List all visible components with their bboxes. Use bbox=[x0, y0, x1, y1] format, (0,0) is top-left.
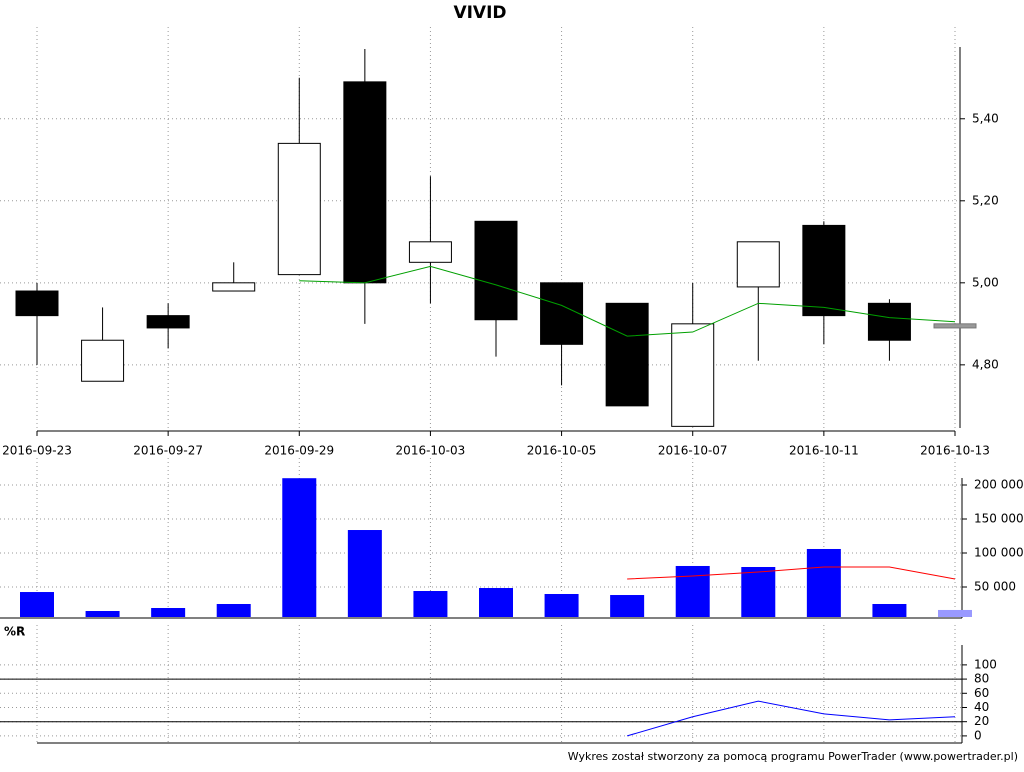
volume-bar bbox=[151, 608, 186, 617]
volume-bar bbox=[741, 567, 776, 617]
candle-body bbox=[212, 282, 256, 292]
candle-body bbox=[867, 302, 911, 341]
moving-average bbox=[299, 265, 956, 337]
footer: Wykres został stworzony za pomocą progra… bbox=[568, 750, 1018, 763]
volume-bar bbox=[216, 603, 251, 617]
candle-body bbox=[15, 290, 59, 317]
y-tick-label: 5,00 bbox=[972, 275, 999, 289]
y-tick-label: 0 bbox=[974, 728, 982, 742]
x-tick-label: 2016-10-05 bbox=[527, 444, 597, 458]
volume-average bbox=[627, 566, 956, 580]
x-tick-label: 2016-09-23 bbox=[2, 444, 72, 458]
volume-bar bbox=[20, 592, 54, 617]
y-tick-label: 100 000 bbox=[974, 545, 1024, 559]
y-tick-label: 20 bbox=[974, 714, 989, 728]
x-tick-label: 2016-09-29 bbox=[264, 444, 334, 458]
chart-title: VIVID bbox=[453, 3, 506, 23]
x-tick-label: 2016-10-07 bbox=[658, 444, 728, 458]
candle-body bbox=[81, 339, 125, 382]
candle-body bbox=[343, 81, 387, 284]
panel-title: %R bbox=[4, 625, 25, 639]
candle-body bbox=[408, 241, 452, 263]
candle-body bbox=[605, 302, 649, 407]
y-tick-label: 5,20 bbox=[972, 193, 999, 207]
y-tick-label: 40 bbox=[974, 700, 989, 714]
candle-body bbox=[146, 315, 190, 329]
candle-body bbox=[474, 220, 518, 321]
x-tick-label: 2016-10-11 bbox=[789, 444, 859, 458]
candle-body bbox=[671, 323, 715, 427]
y-tick-label: 5,40 bbox=[972, 111, 999, 125]
volume-bar bbox=[872, 603, 907, 617]
y-tick-label: 150 000 bbox=[974, 512, 1024, 526]
y-tick-label: 4,80 bbox=[972, 357, 999, 371]
volume-bar bbox=[347, 530, 382, 617]
y-tick-label: 50 000 bbox=[974, 579, 1016, 593]
volume-bar bbox=[938, 609, 972, 617]
indicator-line bbox=[627, 700, 956, 737]
candle-body bbox=[802, 224, 846, 317]
y-tick-label: 200 000 bbox=[974, 478, 1024, 492]
volume-bar bbox=[413, 591, 448, 617]
volume-bar bbox=[544, 593, 579, 617]
x-tick-label: 2016-10-13 bbox=[920, 444, 990, 458]
x-tick-label: 2016-10-03 bbox=[396, 444, 466, 458]
volume-bar bbox=[85, 610, 120, 617]
volume-bar bbox=[282, 478, 317, 617]
candle-body bbox=[277, 142, 321, 276]
candle-body bbox=[540, 282, 584, 345]
y-tick-label: 100 bbox=[974, 657, 997, 671]
volume-bar bbox=[610, 595, 645, 617]
y-tick-label: 80 bbox=[974, 672, 989, 686]
candle-body bbox=[736, 241, 780, 288]
volume-bar bbox=[806, 548, 841, 617]
x-tick-label: 2016-09-27 bbox=[133, 444, 203, 458]
volume-bar bbox=[675, 565, 710, 617]
volume-bar bbox=[479, 588, 513, 617]
y-tick-label: 60 bbox=[974, 686, 989, 700]
candle-body bbox=[933, 323, 977, 329]
